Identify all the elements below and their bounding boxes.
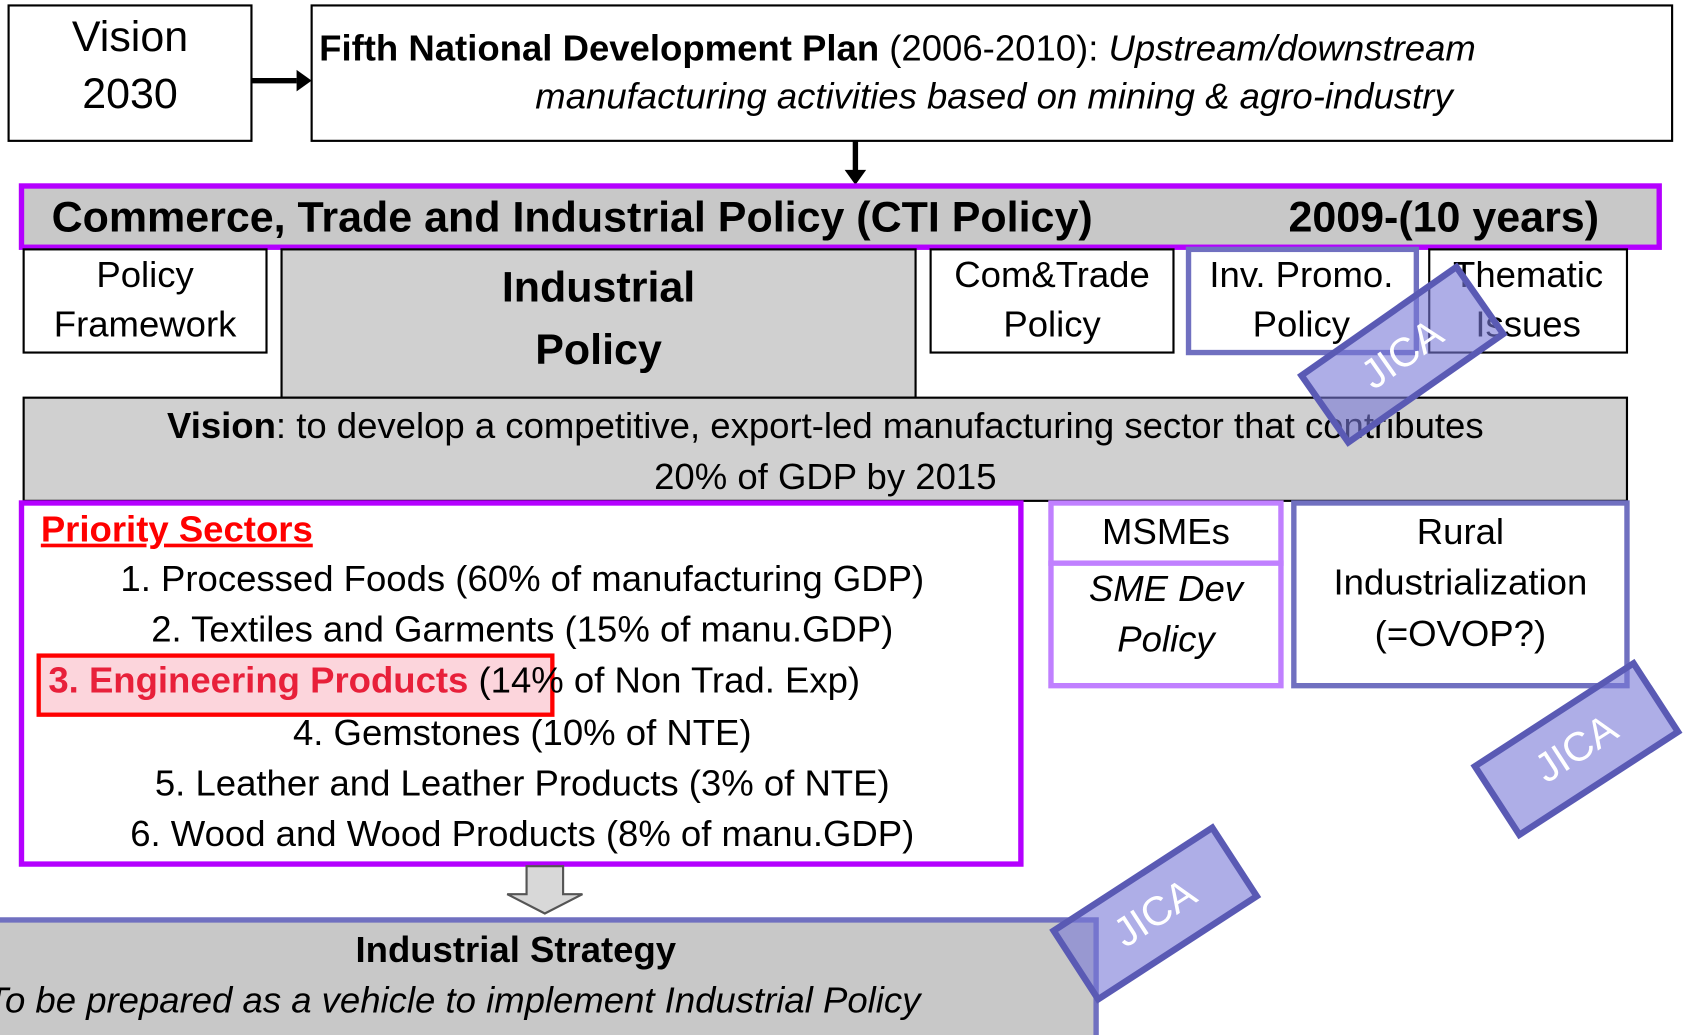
sector-item: 2. Textiles and Garments (15% of manu.GD… <box>151 609 893 650</box>
msme-title: MSMEs <box>1102 511 1230 552</box>
rural-line: Industrialization <box>1334 561 1588 602</box>
plan-focus: Upstream/downstream <box>1109 27 1476 68</box>
policy-line: Industrial <box>502 264 695 312</box>
policy-line: Framework <box>54 303 237 344</box>
policy-line: Policy <box>1253 303 1351 344</box>
policy-box <box>22 248 268 354</box>
cti-title: Commerce, Trade and Industrial Policy (C… <box>52 194 1093 242</box>
plan-line: Fifth National Development Plan (2006-20… <box>319 27 1476 68</box>
sector-detail: (14% of Non Trad. Exp) <box>468 659 860 700</box>
policy-box <box>280 248 917 399</box>
arrow-head <box>296 69 312 92</box>
rural-line: Rural <box>1417 511 1504 552</box>
stamp-frame <box>1296 262 1508 447</box>
policy-line: Thematic <box>1453 254 1603 295</box>
stamp-frame <box>1470 658 1683 840</box>
vision-text: : to develop a competitive, export-led m… <box>276 404 1484 445</box>
strategy-box <box>0 917 1099 1035</box>
sector-item: 5. Leather and Leather Products (3% of N… <box>155 762 890 803</box>
stamp: JICA <box>1049 823 1262 1004</box>
stamp-frame <box>1049 823 1262 1004</box>
cti-period: 2009-(10 years) <box>1288 194 1599 242</box>
strategy-title: Industrial Strategy <box>356 929 677 970</box>
plan-box <box>310 4 1674 142</box>
plan-period: (2006-2010): <box>879 27 1108 68</box>
vision-text: 20% of GDP by 2015 <box>654 456 996 497</box>
vision-line: Vision <box>72 13 188 61</box>
policy-line: Inv. Promo. <box>1209 254 1393 295</box>
sector-item: 1. Processed Foods (60% of manufacturing… <box>120 558 924 599</box>
policy-line: Policy <box>535 326 662 374</box>
sector-highlight: 3. Engineering Products <box>48 659 468 700</box>
policy-line: Policy <box>96 254 194 295</box>
stamp: JICA <box>1296 262 1508 447</box>
vision-statement: Vision: to develop a competitive, export… <box>167 404 1484 445</box>
vision-box <box>7 4 253 142</box>
policy-line: Com&Trade <box>954 254 1149 295</box>
arrow <box>506 865 583 915</box>
stamp: JICA <box>1470 658 1683 840</box>
vision-line: 2030 <box>82 70 178 118</box>
policy-line: Policy <box>1003 303 1101 344</box>
arrow-head <box>844 169 867 185</box>
sme-box <box>1048 560 1284 689</box>
plan-focus: manufacturing activities based on mining… <box>535 76 1455 117</box>
sme-line: SME Dev <box>1089 568 1245 609</box>
priority-heading: Priority Sectors <box>41 509 313 550</box>
plan-title: Fifth National Development Plan <box>319 27 879 68</box>
cti-bar <box>18 183 1662 250</box>
sector-item: 6. Wood and Wood Products (8% of manu.GD… <box>130 813 914 854</box>
sector-item: 4. Gemstones (10% of NTE) <box>293 712 752 753</box>
strategy-note: To be prepared as a vehicle to implement… <box>0 979 923 1020</box>
policy-box <box>929 248 1175 354</box>
vision-label: Vision <box>167 404 276 445</box>
sector-item: 3. Engineering Products (14% of Non Trad… <box>48 659 860 700</box>
highlight <box>36 653 555 717</box>
rural-box <box>1291 500 1630 689</box>
sme-line: Policy <box>1117 618 1217 659</box>
rural-line: (=OVOP?) <box>1375 613 1546 654</box>
